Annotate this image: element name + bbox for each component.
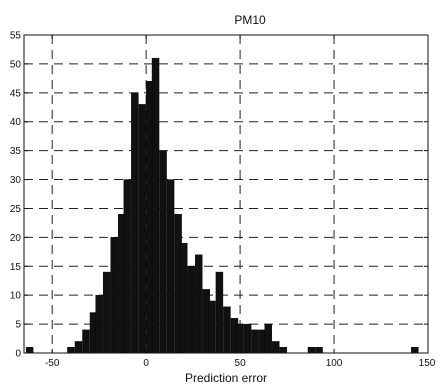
x-tick-label: 50 [235, 358, 247, 369]
y-tick-label: 35 [10, 146, 22, 157]
histogram-bar-2 [74, 341, 83, 354]
axis-ticks [24, 34, 429, 354]
x-tick-label: 100 [326, 358, 343, 369]
histogram-bar-31 [279, 347, 288, 354]
y-tick-label: 45 [10, 88, 22, 99]
histogram-bar-10 [131, 92, 139, 354]
histogram-bar-7 [110, 237, 118, 354]
y-tick-label: 5 [15, 320, 21, 331]
y-tick-labels: 0 5 10 15 20 25 30 35 40 45 50 55 [10, 31, 22, 360]
histogram-bar-15 [166, 179, 175, 354]
histogram-bar-25 [236, 323, 244, 354]
x-tick-label: 0 [143, 358, 149, 369]
histogram-bar-30 [272, 341, 280, 354]
histogram-bar-11 [138, 104, 147, 354]
y-tick-label: 0 [15, 349, 21, 360]
x-axis-label: Prediction error [185, 371, 267, 385]
histogram-bar-34 [411, 347, 419, 354]
histogram-bar-23 [223, 306, 231, 354]
histogram-bar-26 [243, 323, 252, 354]
y-tick-label: 10 [10, 291, 22, 302]
x-tick-label: 150 [419, 358, 436, 369]
histogram-bar-5 [95, 294, 103, 354]
plot-background [24, 35, 428, 353]
histogram-bar-18 [187, 266, 195, 354]
histogram-bar-0 [25, 347, 34, 354]
histogram-bar-6 [102, 271, 111, 354]
plot-frame [23, 34, 429, 354]
histogram-bar-14 [159, 150, 167, 354]
histogram-bar-13 [151, 57, 160, 354]
histogram-bar-22 [215, 271, 224, 354]
histogram-bar-21 [208, 300, 216, 354]
y-tick-label: 50 [10, 59, 22, 70]
x-tick-label: -50 [45, 358, 60, 369]
y-tick-label: 30 [10, 175, 22, 186]
y-tick-label: 55 [10, 31, 22, 42]
y-tick-label: 40 [10, 117, 22, 128]
x-tick-labels: -50 0 50 100 150 [45, 358, 436, 369]
histogram-bar-33 [315, 347, 323, 354]
histogram-bar-19 [195, 254, 203, 354]
chart-title: PM10 [234, 13, 266, 27]
histogram-bar-1 [67, 347, 75, 354]
histogram-bar-17 [179, 242, 188, 354]
histogram-bar-9 [123, 179, 132, 354]
y-tick-label: 20 [10, 233, 22, 244]
y-tick-label: 25 [10, 204, 22, 215]
histogram-bar-3 [82, 329, 90, 354]
y-tick-label: 15 [10, 262, 22, 273]
gridlines [24, 35, 428, 353]
histogram-bar-27 [251, 329, 259, 354]
histogram-bar-32 [307, 347, 316, 354]
histogram-bar-29 [264, 323, 273, 354]
